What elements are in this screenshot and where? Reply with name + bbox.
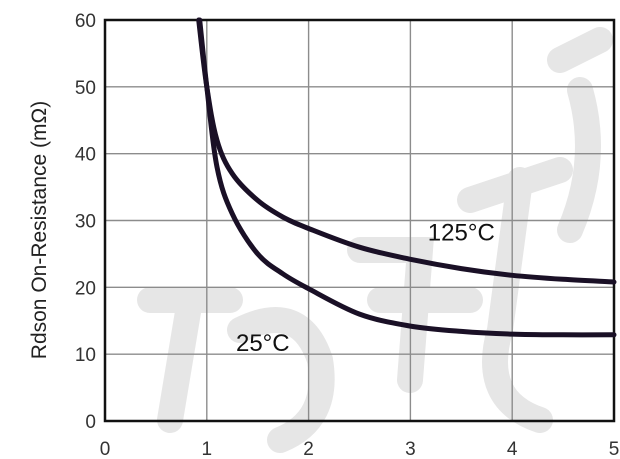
x-tick-2: 2 xyxy=(303,439,314,459)
watermark xyxy=(137,27,613,453)
watermark-stroke-0 xyxy=(137,287,243,433)
watermark-stroke-3 xyxy=(457,157,573,433)
y-tick-40: 40 xyxy=(75,145,96,166)
x-tick-4: 4 xyxy=(507,439,518,459)
y-tick-labels: 0 10 20 30 40 50 60 xyxy=(75,11,96,433)
x-tick-1: 1 xyxy=(202,439,213,459)
plot-frame xyxy=(103,18,616,423)
watermark-stroke-1 xyxy=(227,307,335,453)
y-axis-label: Rdson On-Resistance (mΩ) xyxy=(28,101,51,359)
series-label-high-temp: 125°C xyxy=(428,220,495,247)
x-tick-labels: 0 1 2 3 4 5 xyxy=(100,439,620,459)
y-tick-20: 20 xyxy=(75,278,96,299)
y-tick-50: 50 xyxy=(75,78,96,99)
y-tick-30: 30 xyxy=(75,212,96,233)
y-tick-10: 10 xyxy=(75,345,96,366)
series-line-low-temp xyxy=(197,17,617,338)
x-tick-0: 0 xyxy=(100,439,111,459)
gridlines xyxy=(105,20,614,421)
watermark-stroke-4 xyxy=(547,27,613,243)
y-tick-60: 60 xyxy=(75,11,96,32)
watermark-stroke-2 xyxy=(347,237,483,393)
series-labels: 125°C 25°C xyxy=(236,220,495,357)
curves xyxy=(196,17,617,338)
x-tick-3: 3 xyxy=(405,439,416,459)
series-line-high-temp xyxy=(196,17,617,285)
series-label-low-temp: 25°C xyxy=(236,330,290,357)
x-tick-5: 5 xyxy=(609,439,620,459)
y-tick-0: 0 xyxy=(85,412,96,433)
